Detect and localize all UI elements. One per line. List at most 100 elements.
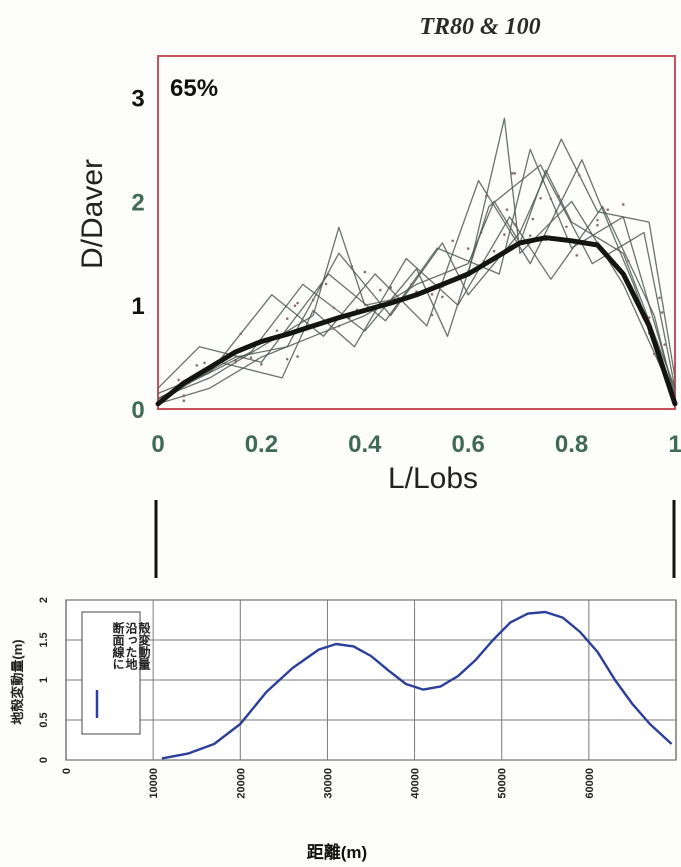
scatter-dot bbox=[182, 394, 186, 397]
scatter-dot bbox=[337, 324, 341, 328]
bottom-series bbox=[161, 610, 673, 760]
scatter-dot bbox=[453, 267, 457, 271]
scatter-dot bbox=[549, 197, 553, 201]
individual-series-line bbox=[157, 148, 676, 394]
individual-series-line bbox=[157, 159, 676, 399]
top-x-tick-label: 0.2 bbox=[245, 431, 278, 458]
bottom-y-tick-label: 1 bbox=[38, 677, 50, 683]
mean-series-line bbox=[155, 235, 678, 407]
scatter-dot bbox=[565, 225, 568, 229]
scatter-dot bbox=[324, 282, 328, 286]
top-x-axis-label: L/Lobs bbox=[388, 462, 478, 495]
top-y-tick-label: 1 bbox=[131, 293, 144, 320]
scatter-dot bbox=[578, 174, 581, 177]
scatter-dot bbox=[513, 222, 517, 226]
top-chart: TR80 & 100 65% D/Daver L/Lobs 0 0.2 0.4 0.6… bbox=[76, 14, 681, 578]
top-x-tick-label: 0.8 bbox=[555, 431, 588, 458]
bottom-y-tick-label: 2 bbox=[38, 597, 50, 603]
bottom-x-tick-label: 50000 bbox=[497, 768, 509, 799]
scatter-dot bbox=[663, 343, 666, 346]
legend: 断面線に沿った地殻変動量 bbox=[81, 611, 151, 735]
top-y-tick-label: 2 bbox=[131, 189, 144, 216]
bottom-x-tick-label: 10000 bbox=[148, 768, 160, 799]
scatter-dot bbox=[451, 239, 454, 243]
legend-text: 断面線に沿った地殻変動量 bbox=[111, 621, 151, 671]
legend-box bbox=[81, 611, 141, 735]
scatter-dot bbox=[332, 306, 336, 310]
bottom-x-tick-label: 60000 bbox=[584, 768, 596, 799]
individual-series-line bbox=[157, 169, 676, 405]
scatter-dot bbox=[596, 223, 599, 227]
scatter-dot bbox=[285, 317, 289, 320]
scatter-dot bbox=[177, 378, 180, 382]
bottom-chart: 0 0.5 1 1.5 2 0 10000 20000 30000 40000 50000 60000… bbox=[10, 597, 677, 862]
scatter-dot bbox=[275, 329, 279, 332]
scatter-dot bbox=[430, 313, 434, 317]
top-ticks: 0 0.2 0.4 0.6 0.8 1 0 1 2 3 bbox=[131, 86, 681, 458]
top-y-axis-label: D/Daver bbox=[76, 159, 109, 269]
top-plot-frame bbox=[157, 55, 676, 410]
individual-series-line bbox=[157, 205, 676, 405]
scatter-dot bbox=[363, 270, 367, 274]
scatter-dot bbox=[410, 283, 413, 286]
bottom-x-axis-label: 距離(m) bbox=[307, 842, 367, 862]
individual-series-line bbox=[157, 164, 676, 400]
scatter-dot bbox=[332, 327, 336, 330]
bottom-y-tick-label: 0 bbox=[38, 757, 50, 763]
bottom-x-tick-label: 20000 bbox=[235, 768, 247, 799]
top-chart-title: TR80 & 100 bbox=[419, 14, 540, 40]
top-x-tick-label: 0.4 bbox=[348, 431, 382, 458]
scatter-dot bbox=[296, 355, 299, 358]
bottom-ticks: 0 0.5 1 1.5 2 0 10000 20000 30000 40000 50000 60000 bbox=[38, 597, 596, 799]
scatter-dot bbox=[311, 298, 315, 302]
top-chart-annotation: 65% bbox=[170, 75, 218, 102]
scatter-dot bbox=[492, 249, 496, 253]
scatter-dot bbox=[239, 332, 243, 336]
scatter-dot bbox=[596, 218, 599, 222]
scatter-dot bbox=[513, 172, 517, 175]
bottom-y-tick-label: 0.5 bbox=[38, 712, 50, 727]
scatter-dot bbox=[503, 233, 506, 236]
bottom-grid bbox=[66, 599, 676, 761]
scatter-dot bbox=[658, 296, 661, 300]
scatter-dot bbox=[531, 217, 535, 221]
scatter-dot bbox=[622, 203, 625, 206]
scatter-dot bbox=[203, 361, 206, 365]
scatter-dot bbox=[234, 360, 237, 364]
scatter-dot bbox=[606, 208, 610, 211]
scatter-dot bbox=[575, 254, 579, 257]
bottom-x-tick-label: 30000 bbox=[322, 768, 334, 799]
displacement-series-line bbox=[161, 610, 673, 760]
top-x-tick-label: 0.6 bbox=[452, 431, 485, 458]
top-series bbox=[155, 117, 678, 407]
bottom-y-axis-label: 地殻変動量(m) bbox=[10, 639, 25, 724]
scatter-dot bbox=[484, 194, 488, 198]
scatter-dot bbox=[441, 295, 444, 299]
scatter-dot bbox=[285, 357, 289, 361]
scatter-dot bbox=[505, 208, 509, 211]
scatter-dot bbox=[528, 234, 532, 237]
scatter-dot bbox=[430, 292, 434, 296]
scatter-dot bbox=[379, 288, 382, 292]
scatter-dot bbox=[389, 286, 392, 289]
scatter-dot bbox=[182, 399, 186, 402]
scatter-dot bbox=[466, 247, 470, 250]
bottom-x-tick-label: 0 bbox=[61, 768, 73, 774]
scatter-dot bbox=[653, 352, 656, 356]
scatter-dot bbox=[539, 196, 542, 200]
scatter-dot bbox=[249, 356, 253, 359]
scatter-dot bbox=[293, 304, 297, 307]
top-x-tick-label: 1 bbox=[668, 431, 681, 458]
scatter-dot bbox=[195, 364, 199, 367]
scatter-dot bbox=[510, 172, 514, 175]
top-y-tick-label: 3 bbox=[131, 86, 144, 113]
top-x-tick-label: 0 bbox=[151, 431, 164, 458]
scatter-dot bbox=[660, 311, 664, 314]
scatter-dot bbox=[647, 316, 651, 319]
scatter-dot bbox=[616, 246, 620, 250]
top-y-tick-label: 0 bbox=[131, 397, 144, 424]
bottom-y-tick-label: 1.5 bbox=[38, 632, 50, 647]
scatter-dot bbox=[296, 301, 299, 305]
bottom-x-tick-label: 40000 bbox=[410, 768, 422, 799]
